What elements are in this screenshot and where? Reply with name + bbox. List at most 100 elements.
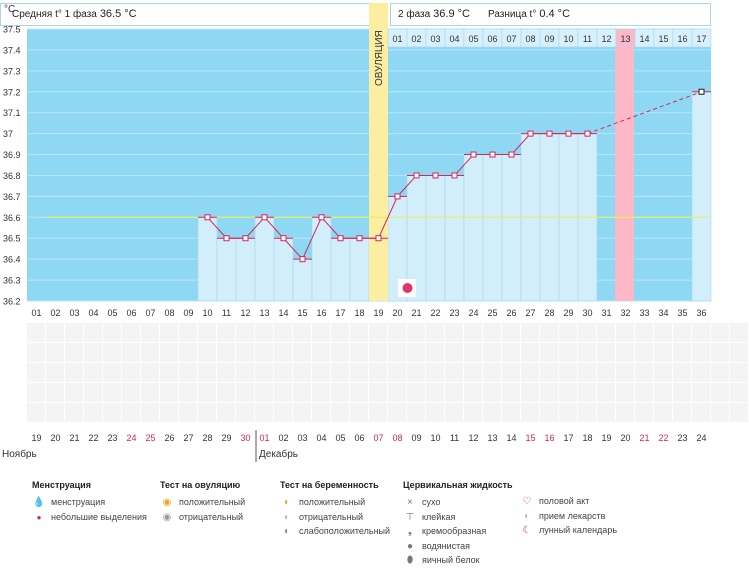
phase2-day-number: 12	[601, 34, 611, 44]
symbol-grid-cell	[540, 403, 558, 422]
legend-item: ◐ прием лекарств	[520, 509, 617, 524]
symbol-grid-cell	[730, 343, 748, 362]
symbol-grid-cell	[293, 343, 311, 362]
symbol-grid-cell	[274, 323, 292, 342]
temperature-bar	[235, 237, 256, 302]
date-label: 29	[221, 433, 231, 443]
date-label: 21	[69, 433, 79, 443]
symbol-grid-cell	[578, 343, 596, 362]
legend-title: Менструация	[32, 480, 91, 490]
symbol-grid-cell	[312, 363, 330, 382]
symbol-grid-cell	[483, 363, 501, 382]
cycle-day-label: 25	[487, 308, 497, 318]
legend-item: ⊤ клейкая	[403, 510, 513, 525]
y-tick-label: 37.4	[3, 45, 21, 55]
legend-item: ♡ половой акт	[520, 494, 617, 509]
date-label: 20	[50, 433, 60, 443]
legend-item-label: клейкая	[422, 511, 456, 522]
symbol-grid-cell	[293, 363, 311, 382]
symbol-grid-cell	[236, 363, 254, 382]
cycle-day-label: 21	[411, 308, 421, 318]
cycle-day-label: 09	[183, 308, 193, 318]
symbol-grid-cell	[711, 403, 729, 422]
symbol-grid-cell	[502, 323, 520, 342]
temperature-point	[356, 235, 363, 242]
legend-item: ◐ отрицательный	[280, 510, 390, 525]
y-tick-label: 36.2	[3, 297, 21, 307]
symbol-grid-cell	[122, 363, 140, 382]
legend-title: Тест на беременность	[280, 480, 379, 490]
y-tick-label: 37.2	[3, 87, 21, 97]
symbol-grid-cell	[255, 363, 273, 382]
symbol-grid-cell	[274, 383, 292, 402]
symbol-grid-cell	[179, 383, 197, 402]
symbol-grid-cell	[635, 343, 653, 362]
cycle-day-label: 26	[506, 308, 516, 318]
symbol-grid-cell	[27, 363, 45, 382]
legend-item-label: небольшие выделения	[51, 511, 147, 522]
symbol-grid-cell	[521, 323, 539, 342]
date-label: 12	[468, 433, 478, 443]
symbol-grid-cell	[464, 363, 482, 382]
symbol-grid-cell	[407, 363, 425, 382]
cycle-day-label: 24	[468, 308, 478, 318]
symbol-grid-cell	[46, 363, 64, 382]
sun-positive-icon: ◉	[162, 497, 172, 508]
temperature-bar	[425, 175, 446, 302]
symbol-grid-cell	[160, 323, 178, 342]
cycle-day-label: 18	[354, 308, 364, 318]
symbol-grid-cell	[692, 343, 710, 362]
symbol-grid-cell	[730, 363, 748, 382]
phase2-average: 2 фаза 36.9 °C	[398, 3, 470, 25]
legend-item: × сухо	[403, 495, 513, 510]
symbol-grid-cell	[692, 403, 710, 422]
symbol-grid-cell	[388, 363, 406, 382]
legend-item-label: лунный календарь	[539, 525, 618, 535]
cycle-day-label: 36	[696, 308, 706, 318]
sticky-icon: ⊤	[405, 511, 415, 523]
symbol-grid-cell	[198, 363, 216, 382]
temperature-line	[283, 237, 303, 260]
legend-item-label: положительный	[299, 497, 366, 507]
date-label: 19	[601, 433, 611, 443]
symbol-grid-cell	[198, 403, 216, 422]
legend-item: ⬮ яичный белок	[403, 553, 513, 568]
symbol-grid-cell	[502, 403, 520, 422]
y-tick-label: 36.3	[3, 276, 21, 286]
cycle-day-label: 27	[525, 308, 535, 318]
symbol-grid-cell	[616, 383, 634, 402]
temperature-point	[280, 235, 287, 242]
cycle-day-label: 34	[658, 308, 668, 318]
symbol-grid-cell	[464, 383, 482, 402]
legend-item: ❟ кремообразная	[403, 524, 513, 539]
symbol-grid-cell	[597, 343, 615, 362]
legend-item-label: отрицательный	[299, 511, 364, 522]
symbol-grid-cell	[635, 383, 653, 402]
symbol-grid-cell	[540, 363, 558, 382]
symbol-grid-cell	[521, 343, 539, 362]
creamy-icon: ❟	[408, 526, 412, 537]
test-negative-icon: ◐	[283, 511, 291, 523]
test-weak-icon: ◐	[283, 526, 291, 537]
highlight-column	[615, 29, 634, 301]
date-label: 17	[563, 433, 573, 443]
symbol-grid-cell	[578, 403, 596, 422]
cycle-day-label: 14	[278, 308, 288, 318]
symbol-grid-cell	[236, 323, 254, 342]
phase2-header-box	[390, 3, 711, 26]
symbol-grid-cell	[502, 363, 520, 382]
symbol-grid-cell	[160, 403, 178, 422]
symbol-grid-cell	[274, 363, 292, 382]
symbol-grid-cell	[255, 343, 273, 362]
symbol-grid-cell	[27, 383, 45, 402]
symbol-grid-cell	[84, 343, 102, 362]
legend-item-label: положительный	[179, 497, 246, 507]
legend-item: ◐ слабоположительный	[280, 524, 390, 539]
symbol-grid-cell	[217, 323, 235, 342]
cycle-day-label: 33	[639, 308, 649, 318]
symbol-grid-cell	[293, 323, 311, 342]
moon-icon: ☾	[522, 525, 532, 536]
legend-item-label: яичный белок	[422, 555, 480, 565]
month-label: Декабрь	[259, 448, 298, 460]
legend-item-label: водянистая	[422, 540, 471, 551]
